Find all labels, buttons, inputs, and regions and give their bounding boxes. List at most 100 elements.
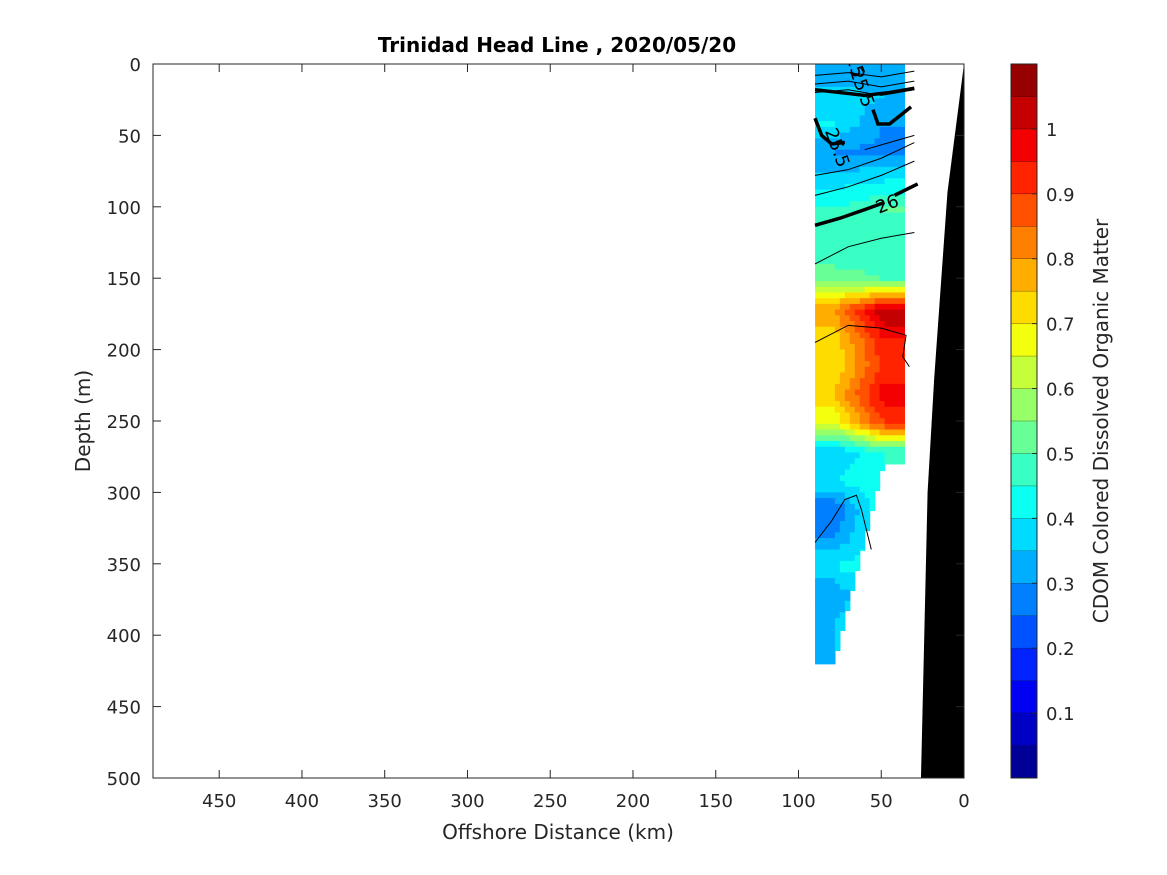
- cdom-cell: [834, 235, 841, 242]
- cdom-cell: [899, 303, 906, 311]
- cdom-cell: [879, 349, 886, 356]
- cdom-cell: [824, 223, 831, 231]
- cdom-cell: [869, 258, 876, 265]
- cdom-cell: [849, 423, 856, 431]
- cdom-cell: [815, 640, 821, 648]
- cdom-cell: [884, 143, 891, 151]
- cdom-cell: [824, 258, 831, 265]
- cdom-cell: [829, 423, 836, 431]
- cdom-cell: [889, 395, 896, 402]
- cdom-cell: [884, 189, 891, 196]
- cdom-cell: [815, 480, 821, 488]
- cdom-cell: [824, 538, 831, 545]
- cdom-cell: [839, 532, 846, 539]
- cdom-cell: [839, 195, 846, 202]
- cdom-cell: [849, 246, 856, 254]
- cdom-cell: [815, 64, 821, 71]
- cdom-cell: [864, 263, 871, 271]
- cdom-cell: [834, 338, 841, 345]
- cdom-cell: [864, 172, 871, 179]
- cdom-cell: [829, 532, 836, 539]
- cdom-cell: [854, 143, 861, 151]
- density-contour-line: [814, 232, 915, 265]
- cdom-cell: [854, 475, 861, 482]
- cdom-cell: [899, 440, 906, 448]
- x-tick-label: 150: [699, 791, 733, 812]
- cdom-cell: [874, 269, 881, 276]
- colorbar-swatch: [1011, 713, 1037, 746]
- cdom-cell: [864, 475, 871, 482]
- cdom-cell: [874, 183, 881, 191]
- cdom-cell: [899, 446, 906, 454]
- cdom-cell: [854, 109, 861, 117]
- cdom-cell: [844, 378, 851, 385]
- cdom-cell: [844, 338, 851, 345]
- cdom-cell: [894, 349, 901, 356]
- colorbar-tick-label: 0.6: [1046, 380, 1075, 401]
- cdom-cell: [884, 378, 891, 385]
- cdom-cell: [839, 229, 846, 236]
- cdom-cell: [884, 172, 891, 179]
- cdom-cell: [859, 366, 866, 374]
- cdom-cell: [824, 578, 831, 585]
- cdom-cell: [815, 423, 821, 431]
- cdom-cell: [839, 269, 846, 276]
- cdom-cell: [824, 486, 831, 493]
- cdom-cell: [854, 452, 861, 459]
- cdom-cell: [899, 349, 906, 356]
- cdom-cell: [854, 566, 861, 572]
- cdom-cell: [829, 566, 836, 573]
- cdom-cell: [889, 298, 896, 305]
- cdom-cell: [854, 338, 861, 345]
- cdom-cell: [884, 412, 891, 419]
- cdom-cell: [824, 395, 831, 402]
- cdom-cell: [829, 138, 836, 145]
- cdom-cell: [884, 435, 891, 442]
- cdom-cell: [859, 81, 866, 88]
- cdom-cell: [899, 75, 906, 82]
- cdom-cell: [849, 446, 856, 454]
- cdom-cell: [879, 183, 886, 191]
- cdom-cell: [869, 463, 876, 471]
- cdom-cell: [820, 366, 826, 374]
- cdom-cell: [859, 64, 866, 71]
- cdom-cell: [899, 435, 906, 442]
- cdom-cell: [874, 81, 881, 88]
- density-contour-line: [814, 160, 915, 196]
- cdom-cell: [889, 366, 896, 374]
- cdom-cell: [894, 440, 901, 448]
- cdom-cell: [829, 281, 836, 288]
- cdom-cell: [834, 543, 841, 551]
- cdom-cell: [854, 332, 861, 339]
- cdom-cell: [824, 126, 831, 134]
- cdom-cell: [894, 418, 901, 425]
- cdom-cell: [815, 612, 821, 619]
- cdom-cell: [829, 332, 836, 339]
- cdom-cell: [844, 241, 851, 248]
- cdom-cell: [894, 389, 901, 396]
- cdom-cell: [849, 241, 856, 248]
- cdom-cell: [839, 281, 846, 288]
- cdom-cell: [864, 275, 871, 282]
- cdom-cell: [899, 252, 906, 259]
- cdom-cell: [844, 235, 851, 242]
- density-contour-line: [814, 324, 910, 368]
- cdom-cell: [815, 658, 821, 665]
- cdom-cell: [829, 252, 836, 259]
- cdom-cell: [854, 532, 861, 539]
- cdom-cell: [824, 606, 831, 613]
- cdom-cell: [824, 281, 831, 288]
- cdom-cell: [829, 183, 836, 191]
- cdom-cell: [815, 452, 821, 459]
- cdom-cell: [815, 401, 821, 408]
- cdom-cell: [844, 355, 851, 362]
- cdom-cell: [894, 395, 901, 402]
- cdom-cell: [815, 172, 821, 179]
- cdom-cell: [834, 86, 841, 94]
- cdom-cell: [854, 406, 861, 414]
- cdom-cell: [854, 292, 861, 299]
- cdom-cell: [849, 555, 856, 562]
- cdom-cell: [869, 326, 876, 334]
- cdom-cell: [824, 378, 831, 385]
- colorbar-swatch: [1011, 648, 1037, 681]
